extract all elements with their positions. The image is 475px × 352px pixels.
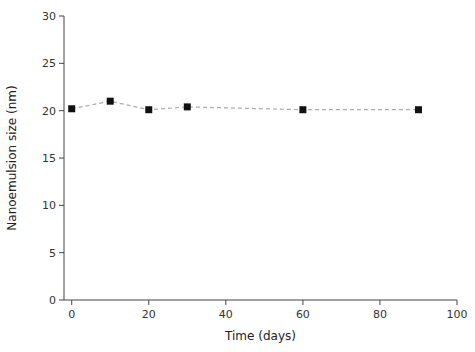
x-tick xyxy=(457,300,458,305)
plot-area xyxy=(68,98,422,114)
data-point xyxy=(107,98,114,105)
x-tick xyxy=(148,300,149,305)
y-tick-label: 25 xyxy=(42,57,56,70)
data-line xyxy=(72,101,419,110)
y-tick-label: 0 xyxy=(49,294,56,307)
y-axis-label: Nanoemulsion size (nm) xyxy=(5,85,19,230)
y-tick xyxy=(59,205,64,206)
x-axis-line xyxy=(64,300,457,301)
data-point xyxy=(415,106,422,113)
x-tick-label: 20 xyxy=(142,308,156,321)
y-tick xyxy=(59,158,64,159)
x-tick-label: 80 xyxy=(373,308,387,321)
x-axis-label: Time (days) xyxy=(224,329,296,343)
y-tick-label: 5 xyxy=(49,247,56,260)
x-tick-label: 40 xyxy=(219,308,233,321)
x-tick-label: 100 xyxy=(447,308,468,321)
y-tick xyxy=(59,252,64,253)
x-tick-label: 60 xyxy=(296,308,310,321)
chart-svg: 0 20 40 60 80 100 0 5 10 15 20 25 30 Time (days) Nanoe… xyxy=(0,0,475,352)
x-tick xyxy=(71,300,72,305)
data-point xyxy=(184,103,191,110)
y-tick-label: 20 xyxy=(42,105,56,118)
y-tick xyxy=(59,16,64,17)
x-tick xyxy=(302,300,303,305)
y-tick-label: 10 xyxy=(42,199,56,212)
y-tick xyxy=(59,63,64,64)
data-point xyxy=(299,106,306,113)
chart-container: 0 20 40 60 80 100 0 5 10 15 20 25 30 Time (days) Nanoe… xyxy=(0,0,475,352)
y-tick-label: 15 xyxy=(42,152,56,165)
x-tick-label: 0 xyxy=(68,308,75,321)
data-point xyxy=(68,105,75,112)
axes: 0 20 40 60 80 100 0 5 10 15 20 25 30 xyxy=(42,10,468,321)
x-tick xyxy=(225,300,226,305)
y-tick-label: 30 xyxy=(42,10,56,23)
y-tick xyxy=(59,300,64,301)
x-tick xyxy=(379,300,380,305)
data-point xyxy=(145,106,152,113)
y-tick xyxy=(59,110,64,111)
